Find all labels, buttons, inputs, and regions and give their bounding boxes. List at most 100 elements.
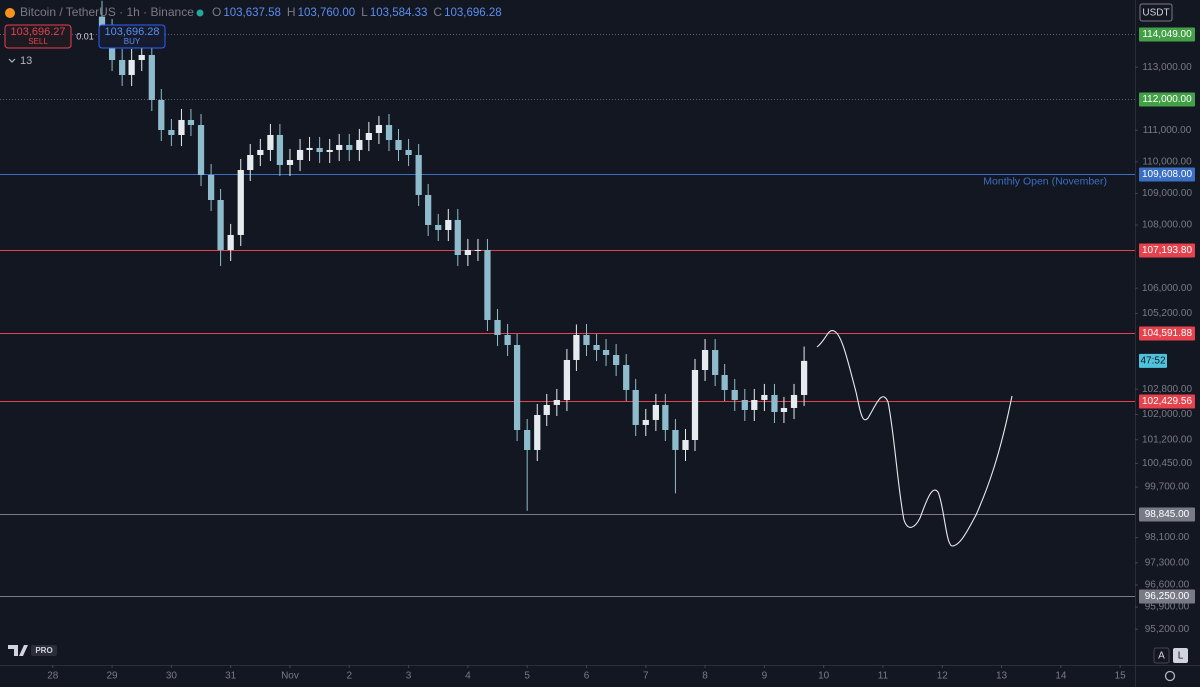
candle-body [425,194,432,225]
candle-body [672,429,679,450]
ohlc-value: 103,637.58 [223,7,281,19]
x-tick-label: 3 [406,671,412,682]
candle-body [583,334,590,345]
buy-box[interactable] [98,24,166,49]
candle-body [168,129,175,136]
candle-body [771,394,778,412]
candle-body [316,147,323,153]
level-label-box [1139,92,1195,107]
x-tick-label: 6 [584,671,590,682]
candle-body [474,249,482,251]
candle-body [464,249,472,255]
x-tick-label: 29 [107,671,119,682]
level-label-box [1139,394,1195,409]
candle-body [800,360,808,395]
auto-scale-label[interactable]: A [1158,651,1165,662]
candle-body [296,149,304,160]
y-tick-label: 102,000.00 [1142,409,1192,420]
level-label-box [1139,589,1195,604]
candle-body [276,134,284,165]
x-tick-label: 11 [878,671,889,682]
candle-body [395,140,402,150]
candle-body [138,55,145,60]
y-tick-label: 99,700.00 [1145,482,1190,493]
level-label-box [1139,507,1195,522]
level-label: 107,193.80 [1142,245,1192,256]
level-label: 104,591.88 [1142,328,1192,339]
countdown-box [1139,353,1167,368]
candle-body [563,359,571,400]
x-tick-label: 31 [225,671,237,682]
candle-body [652,404,659,420]
x-tick-label: 10 [818,671,830,682]
y-tick-label: 102,800.00 [1142,384,1192,395]
x-tick-label: 8 [702,671,708,682]
candle-body [790,394,798,408]
ohlc-key: L [361,5,368,19]
y-tick-label: 110,000.00 [1142,156,1192,167]
x-tick-label: 12 [937,671,949,682]
buy-price[interactable]: 103,696.28 [104,26,159,38]
candle-body [751,399,758,410]
symbol: Bitcoin / TetherUS · 1h · Binance [20,5,194,19]
x-tick-label: 4 [465,671,471,682]
candle-body [119,59,126,75]
sell-price[interactable]: 103,696.27 [10,26,65,38]
ohlc-key: O [212,5,221,19]
buy-label[interactable]: BUY [124,37,141,46]
candle-body [405,149,412,156]
sell-label[interactable]: SELL [28,37,48,46]
level-label-box [1139,167,1195,182]
candle-body [553,399,560,405]
levels: Monthly Open (November) [0,34,1135,597]
market-status [196,9,204,17]
candle-body [178,119,185,136]
indicators-count[interactable]: 13 [20,55,32,67]
candle-body [454,219,461,255]
ohlc-value: 103,584.33 [370,7,428,19]
candle-body [415,155,422,195]
candle-body [365,132,372,141]
candle-body [662,404,669,430]
candle-body [573,334,580,360]
candle-body [286,159,294,165]
candle-body [602,350,610,355]
currency-box[interactable] [1139,3,1173,22]
x-tick-label: 2 [346,671,352,682]
settings-icon[interactable] [1164,670,1176,682]
tv-logo: PRO [8,645,57,656]
x-tick-label: 13 [996,671,1008,682]
candle-body [267,134,274,150]
countdown: 47:52 [1140,356,1165,367]
candle-body [356,140,363,150]
y-tick-label: 108,000.00 [1142,220,1192,231]
y-tick-label: 109,000.00 [1142,188,1192,199]
candle-body [217,199,224,250]
level-label-box [1139,243,1195,258]
log-scale-label[interactable]: L [1178,651,1184,662]
candle-body [306,147,313,150]
candle-body [731,389,738,400]
candle-body [543,404,550,415]
sell-box[interactable] [4,24,72,49]
level-label: 102,429.56 [1142,396,1192,407]
x-tick-label: 7 [643,671,649,682]
projection-drawing [816,330,1013,547]
currency[interactable]: USDT [1142,8,1169,19]
y-tick-label: 106,000.00 [1142,283,1192,294]
candle-body [712,350,719,375]
candle-body [336,144,343,150]
ohlc-key: H [287,5,296,19]
buy-button[interactable]: 103,696.28 BUY [98,24,166,49]
x-tick-label: 14 [1055,671,1067,682]
y-tick-label: 97,300.00 [1145,557,1190,568]
sell-button[interactable]: 103,696.27 SELL [4,24,72,49]
x-tick-label: 30 [166,671,178,682]
indicators-chevron[interactable] [8,58,16,63]
auto-scale-button[interactable] [1153,647,1170,664]
candle-body [128,59,135,75]
y-tick-label: 95,200.00 [1145,624,1190,635]
log-scale-button[interactable] [1173,648,1188,663]
candle-body [504,334,511,345]
candle-body [780,407,788,412]
